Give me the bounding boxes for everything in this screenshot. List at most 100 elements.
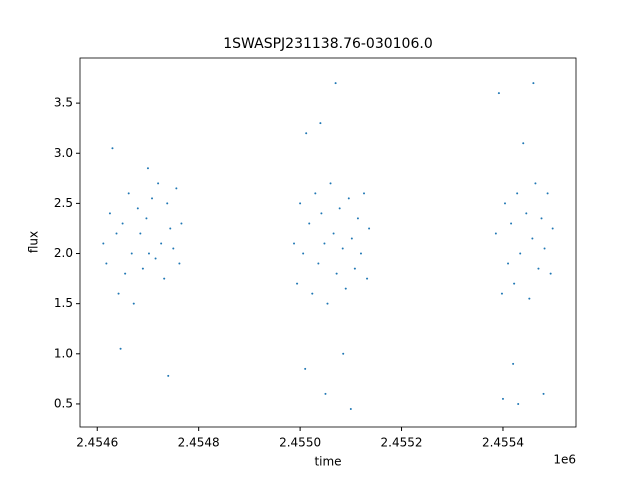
data-point xyxy=(167,374,170,377)
data-point xyxy=(308,222,311,225)
data-point xyxy=(169,227,172,230)
data-point xyxy=(368,227,371,230)
data-point xyxy=(522,142,525,145)
data-point xyxy=(334,82,337,85)
data-point xyxy=(531,237,534,240)
data-point xyxy=(363,192,366,195)
data-point xyxy=(534,182,537,185)
data-point xyxy=(141,267,144,270)
data-point xyxy=(108,212,111,215)
data-point xyxy=(115,232,118,235)
data-point xyxy=(323,242,326,245)
data-point xyxy=(324,392,327,395)
x-tick-label: 2.4546 xyxy=(76,436,118,450)
data-point xyxy=(342,352,345,355)
data-point xyxy=(178,262,181,265)
data-point xyxy=(335,272,338,275)
x-tick-label: 2.4548 xyxy=(178,436,220,450)
data-point xyxy=(117,292,120,295)
data-point xyxy=(366,277,369,280)
data-point xyxy=(507,262,510,265)
data-point xyxy=(102,242,105,245)
y-tick-label: 1.0 xyxy=(54,346,73,360)
data-point xyxy=(356,217,359,220)
data-point xyxy=(296,282,299,285)
x-tick-label: 2.4550 xyxy=(279,436,321,450)
data-point xyxy=(516,192,519,195)
data-point xyxy=(175,187,178,190)
data-point xyxy=(519,252,522,255)
data-point xyxy=(147,252,150,255)
data-point xyxy=(317,262,320,265)
data-point xyxy=(151,197,154,200)
data-point xyxy=(344,287,347,290)
y-tick-label: 2.0 xyxy=(54,246,73,260)
data-point xyxy=(329,182,332,185)
data-point xyxy=(500,292,503,295)
data-point xyxy=(542,392,545,395)
data-point xyxy=(549,272,552,275)
y-tick-label: 3.0 xyxy=(54,146,73,160)
y-axis-label: flux xyxy=(27,231,41,253)
data-point xyxy=(332,232,335,235)
data-point xyxy=(347,197,350,200)
data-point xyxy=(353,267,356,270)
data-point xyxy=(163,277,166,280)
data-point xyxy=(350,237,353,240)
data-point xyxy=(517,402,520,405)
data-point xyxy=(512,362,515,365)
data-point xyxy=(341,247,344,250)
x-axis-label: time xyxy=(314,455,341,469)
data-point xyxy=(119,347,122,350)
data-point xyxy=(180,222,183,225)
x-tick-label: 2.4554 xyxy=(482,436,524,450)
data-point xyxy=(136,207,139,210)
data-point xyxy=(494,232,497,235)
y-tick-label: 2.5 xyxy=(54,196,73,210)
data-point xyxy=(130,252,133,255)
data-point xyxy=(497,92,500,95)
data-point xyxy=(349,407,352,410)
data-point xyxy=(172,247,175,250)
data-point xyxy=(160,242,163,245)
data-point xyxy=(320,212,323,215)
data-point xyxy=(540,217,543,220)
data-point xyxy=(528,297,531,300)
y-tick-label: 3.5 xyxy=(54,96,73,110)
data-point xyxy=(304,367,307,370)
data-point xyxy=(501,397,504,400)
data-point xyxy=(139,232,142,235)
data-point xyxy=(537,267,540,270)
chart-title: 1SWASPJ231138.76-030106.0 xyxy=(223,36,432,52)
y-tick-label: 1.5 xyxy=(54,296,73,310)
x-tick-label: 2.4552 xyxy=(381,436,423,450)
data-point xyxy=(359,252,362,255)
data-point xyxy=(338,207,341,210)
data-point xyxy=(305,132,308,135)
data-point xyxy=(127,192,130,195)
data-point xyxy=(121,222,124,225)
data-point xyxy=(311,292,314,295)
data-point xyxy=(319,122,322,125)
data-point xyxy=(146,167,149,170)
data-point xyxy=(551,227,554,230)
data-point xyxy=(124,272,127,275)
data-point xyxy=(166,202,169,205)
data-point xyxy=(532,82,535,85)
data-point xyxy=(510,222,513,225)
data-point xyxy=(111,147,114,150)
data-point xyxy=(326,302,329,305)
data-point xyxy=(132,302,135,305)
data-point xyxy=(513,282,516,285)
data-point xyxy=(525,212,528,215)
data-point xyxy=(302,252,305,255)
plot-frame xyxy=(79,57,577,428)
x-offset-label: 1e6 xyxy=(553,453,576,467)
data-point xyxy=(543,247,546,250)
data-point xyxy=(145,217,148,220)
data-point xyxy=(105,262,108,265)
data-point xyxy=(157,182,160,185)
data-point xyxy=(314,192,317,195)
y-tick-label: 0.5 xyxy=(54,396,73,410)
